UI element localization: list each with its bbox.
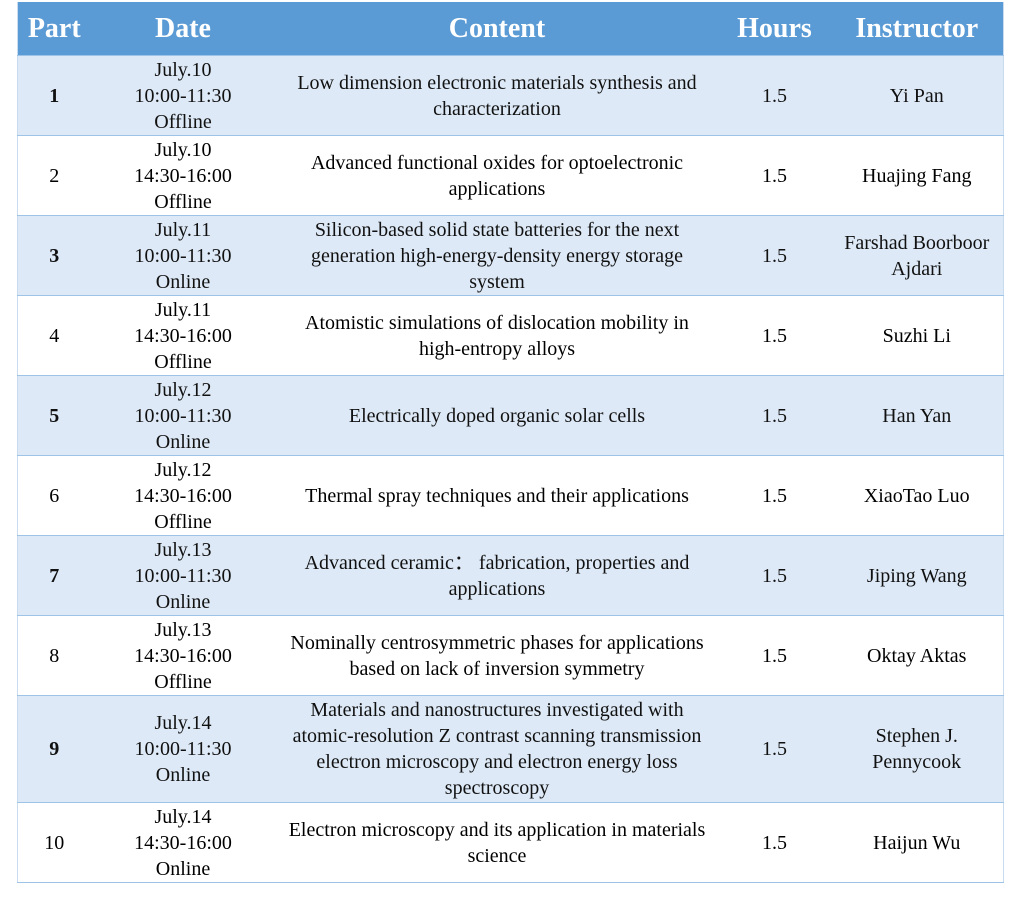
date-line: Offline — [154, 110, 212, 133]
content-cell: Silicon-based solid state batteries for … — [275, 215, 719, 296]
date-line: Online — [155, 270, 211, 293]
date-line: July.14 — [154, 805, 212, 828]
date-cell: July.11 10:00-11:30 Online — [90, 215, 276, 296]
table-row: 9 July.14 10:00-11:30 Online Materials and n… — [17, 695, 1004, 803]
instructor-cell: XiaoTao Luo — [830, 455, 1004, 536]
part-cell: 6 — [17, 455, 91, 536]
date-line: Online — [155, 430, 211, 453]
table-row: 6 July.12 14:30-16:00 Offline Thermal spray … — [17, 455, 1004, 536]
header-cell: Content — [275, 2, 719, 56]
instructor-cell: Han Yan — [830, 375, 1004, 456]
hours-cell: 1.5 — [718, 55, 831, 136]
date-cell: July.14 10:00-11:30 Online — [90, 695, 276, 803]
date-line: 14:30-16:00 — [134, 324, 232, 347]
schedule-table: Part Date Content Hours Instructor 1 July.10 1… — [17, 2, 1004, 883]
date-line: Offline — [154, 190, 212, 213]
header-cell: Date — [90, 2, 276, 56]
part-cell: 10 — [17, 802, 91, 883]
date-line: 14:30-16:00 — [134, 831, 232, 854]
table-row: 8 July.13 14:30-16:00 Offline Nominally cent… — [17, 615, 1004, 696]
date-line: July.11 — [154, 218, 212, 241]
date-line: 10:00-11:30 — [134, 564, 232, 587]
date-line: Online — [155, 764, 211, 786]
date-line: 10:00-11:30 — [134, 84, 232, 107]
content-cell: Advanced ceramic： fabrication, propertie… — [275, 535, 719, 616]
date-line: July.13 — [154, 538, 212, 561]
date-line: July.13 — [154, 618, 212, 641]
date-cell: July.11 14:30-16:00 Offline — [90, 295, 276, 376]
instructor-cell: Haijun Wu — [830, 802, 1004, 883]
date-cell: July.13 10:00-11:30 Online — [90, 535, 276, 616]
table-row: 5 July.12 10:00-11:30 Online Electrically do… — [17, 375, 1004, 456]
date-cell: July.12 14:30-16:00 Offline — [90, 455, 276, 536]
date-line: July.12 — [154, 378, 212, 401]
hours-cell: 1.5 — [718, 455, 831, 536]
date-line: July.10 — [154, 58, 212, 81]
hours-cell: 1.5 — [718, 375, 831, 456]
instructor-cell: Huajing Fang — [830, 135, 1004, 216]
part-cell: 3 — [17, 215, 91, 296]
content-cell: Advanced functional oxides for optoelect… — [275, 135, 719, 216]
hours-cell: 1.5 — [718, 135, 831, 216]
date-cell: July.10 14:30-16:00 Offline — [90, 135, 276, 216]
instructor-cell: Yi Pan — [830, 55, 1004, 136]
table-body: 1 July.10 10:00-11:30 Offline Low dimension … — [17, 55, 1004, 883]
content-cell: Electron microscopy and its application … — [275, 802, 719, 883]
date-line: 10:00-11:30 — [134, 404, 232, 427]
date-line: Online — [155, 857, 211, 880]
table-row: 1 July.10 10:00-11:30 Offline Low dimension … — [17, 55, 1004, 136]
hours-cell: 1.5 — [718, 695, 831, 803]
part-cell: 9 — [17, 695, 91, 803]
date-cell: July.10 10:00-11:30 Offline — [90, 55, 276, 136]
content-cell: Thermal spray techniques and their appli… — [275, 455, 719, 536]
date-cell: July.12 10:00-11:30 Online — [90, 375, 276, 456]
content-cell: Atomistic simulations of dislocation mob… — [275, 295, 719, 376]
instructor-cell: Stephen J. Pennycook — [830, 695, 1004, 803]
content-cell: Materials and nanostructures investigate… — [275, 695, 719, 803]
date-line: 14:30-16:00 — [134, 484, 232, 507]
table-row: 2 July.10 14:30-16:00 Offline Advanced funct… — [17, 135, 1004, 216]
part-cell: 5 — [17, 375, 91, 456]
part-cell: 7 — [17, 535, 91, 616]
date-line: July.14 — [154, 712, 212, 734]
content-cell: Electrically doped organic solar cells — [275, 375, 719, 456]
hours-cell: 1.5 — [718, 615, 831, 696]
instructor-cell: Jiping Wang — [830, 535, 1004, 616]
date-line: Offline — [154, 670, 212, 693]
header-cell: Part — [17, 2, 91, 56]
date-line: July.12 — [154, 458, 212, 481]
date-line: 10:00-11:30 — [134, 244, 232, 267]
date-line: July.10 — [154, 138, 212, 161]
part-cell: 8 — [17, 615, 91, 696]
instructor-cell: Oktay Aktas — [830, 615, 1004, 696]
table-row: 7 July.13 10:00-11:30 Online Advanced cerami… — [17, 535, 1004, 616]
date-cell: July.14 14:30-16:00 Online — [90, 802, 276, 883]
date-line: 14:30-16:00 — [134, 644, 232, 667]
hours-cell: 1.5 — [718, 802, 831, 883]
header-cell: Instructor — [830, 2, 1004, 56]
table-row: 10 July.14 14:30-16:00 Online Electron micro… — [17, 802, 1004, 883]
hours-cell: 1.5 — [718, 535, 831, 616]
date-line: Offline — [154, 350, 212, 373]
header-cell: Hours — [718, 2, 831, 56]
hours-cell: 1.5 — [718, 295, 831, 376]
table-row: 4 July.11 14:30-16:00 Offline Atomistic simu… — [17, 295, 1004, 376]
hours-cell: 1.5 — [718, 215, 831, 296]
header-row: Part Date Content Hours Instructor — [17, 2, 1004, 56]
instructor-cell: Suzhi Li — [830, 295, 1004, 376]
content-cell: Nominally centrosymmetric phases for app… — [275, 615, 719, 696]
date-line: Offline — [154, 510, 212, 533]
date-line: Online — [155, 590, 211, 613]
instructor-cell: Farshad Boorboor Ajdari — [830, 215, 1004, 296]
date-cell: July.13 14:30-16:00 Offline — [90, 615, 276, 696]
date-line: 10:00-11:30 — [134, 738, 232, 760]
content-cell: Low dimension electronic materials synth… — [275, 55, 719, 136]
date-line: 14:30-16:00 — [134, 164, 232, 187]
part-cell: 4 — [17, 295, 91, 376]
part-cell: 2 — [17, 135, 91, 216]
part-cell: 1 — [17, 55, 91, 136]
table-row: 3 July.11 10:00-11:30 Online Silicon-based s… — [17, 215, 1004, 296]
date-line: July.11 — [154, 298, 212, 321]
